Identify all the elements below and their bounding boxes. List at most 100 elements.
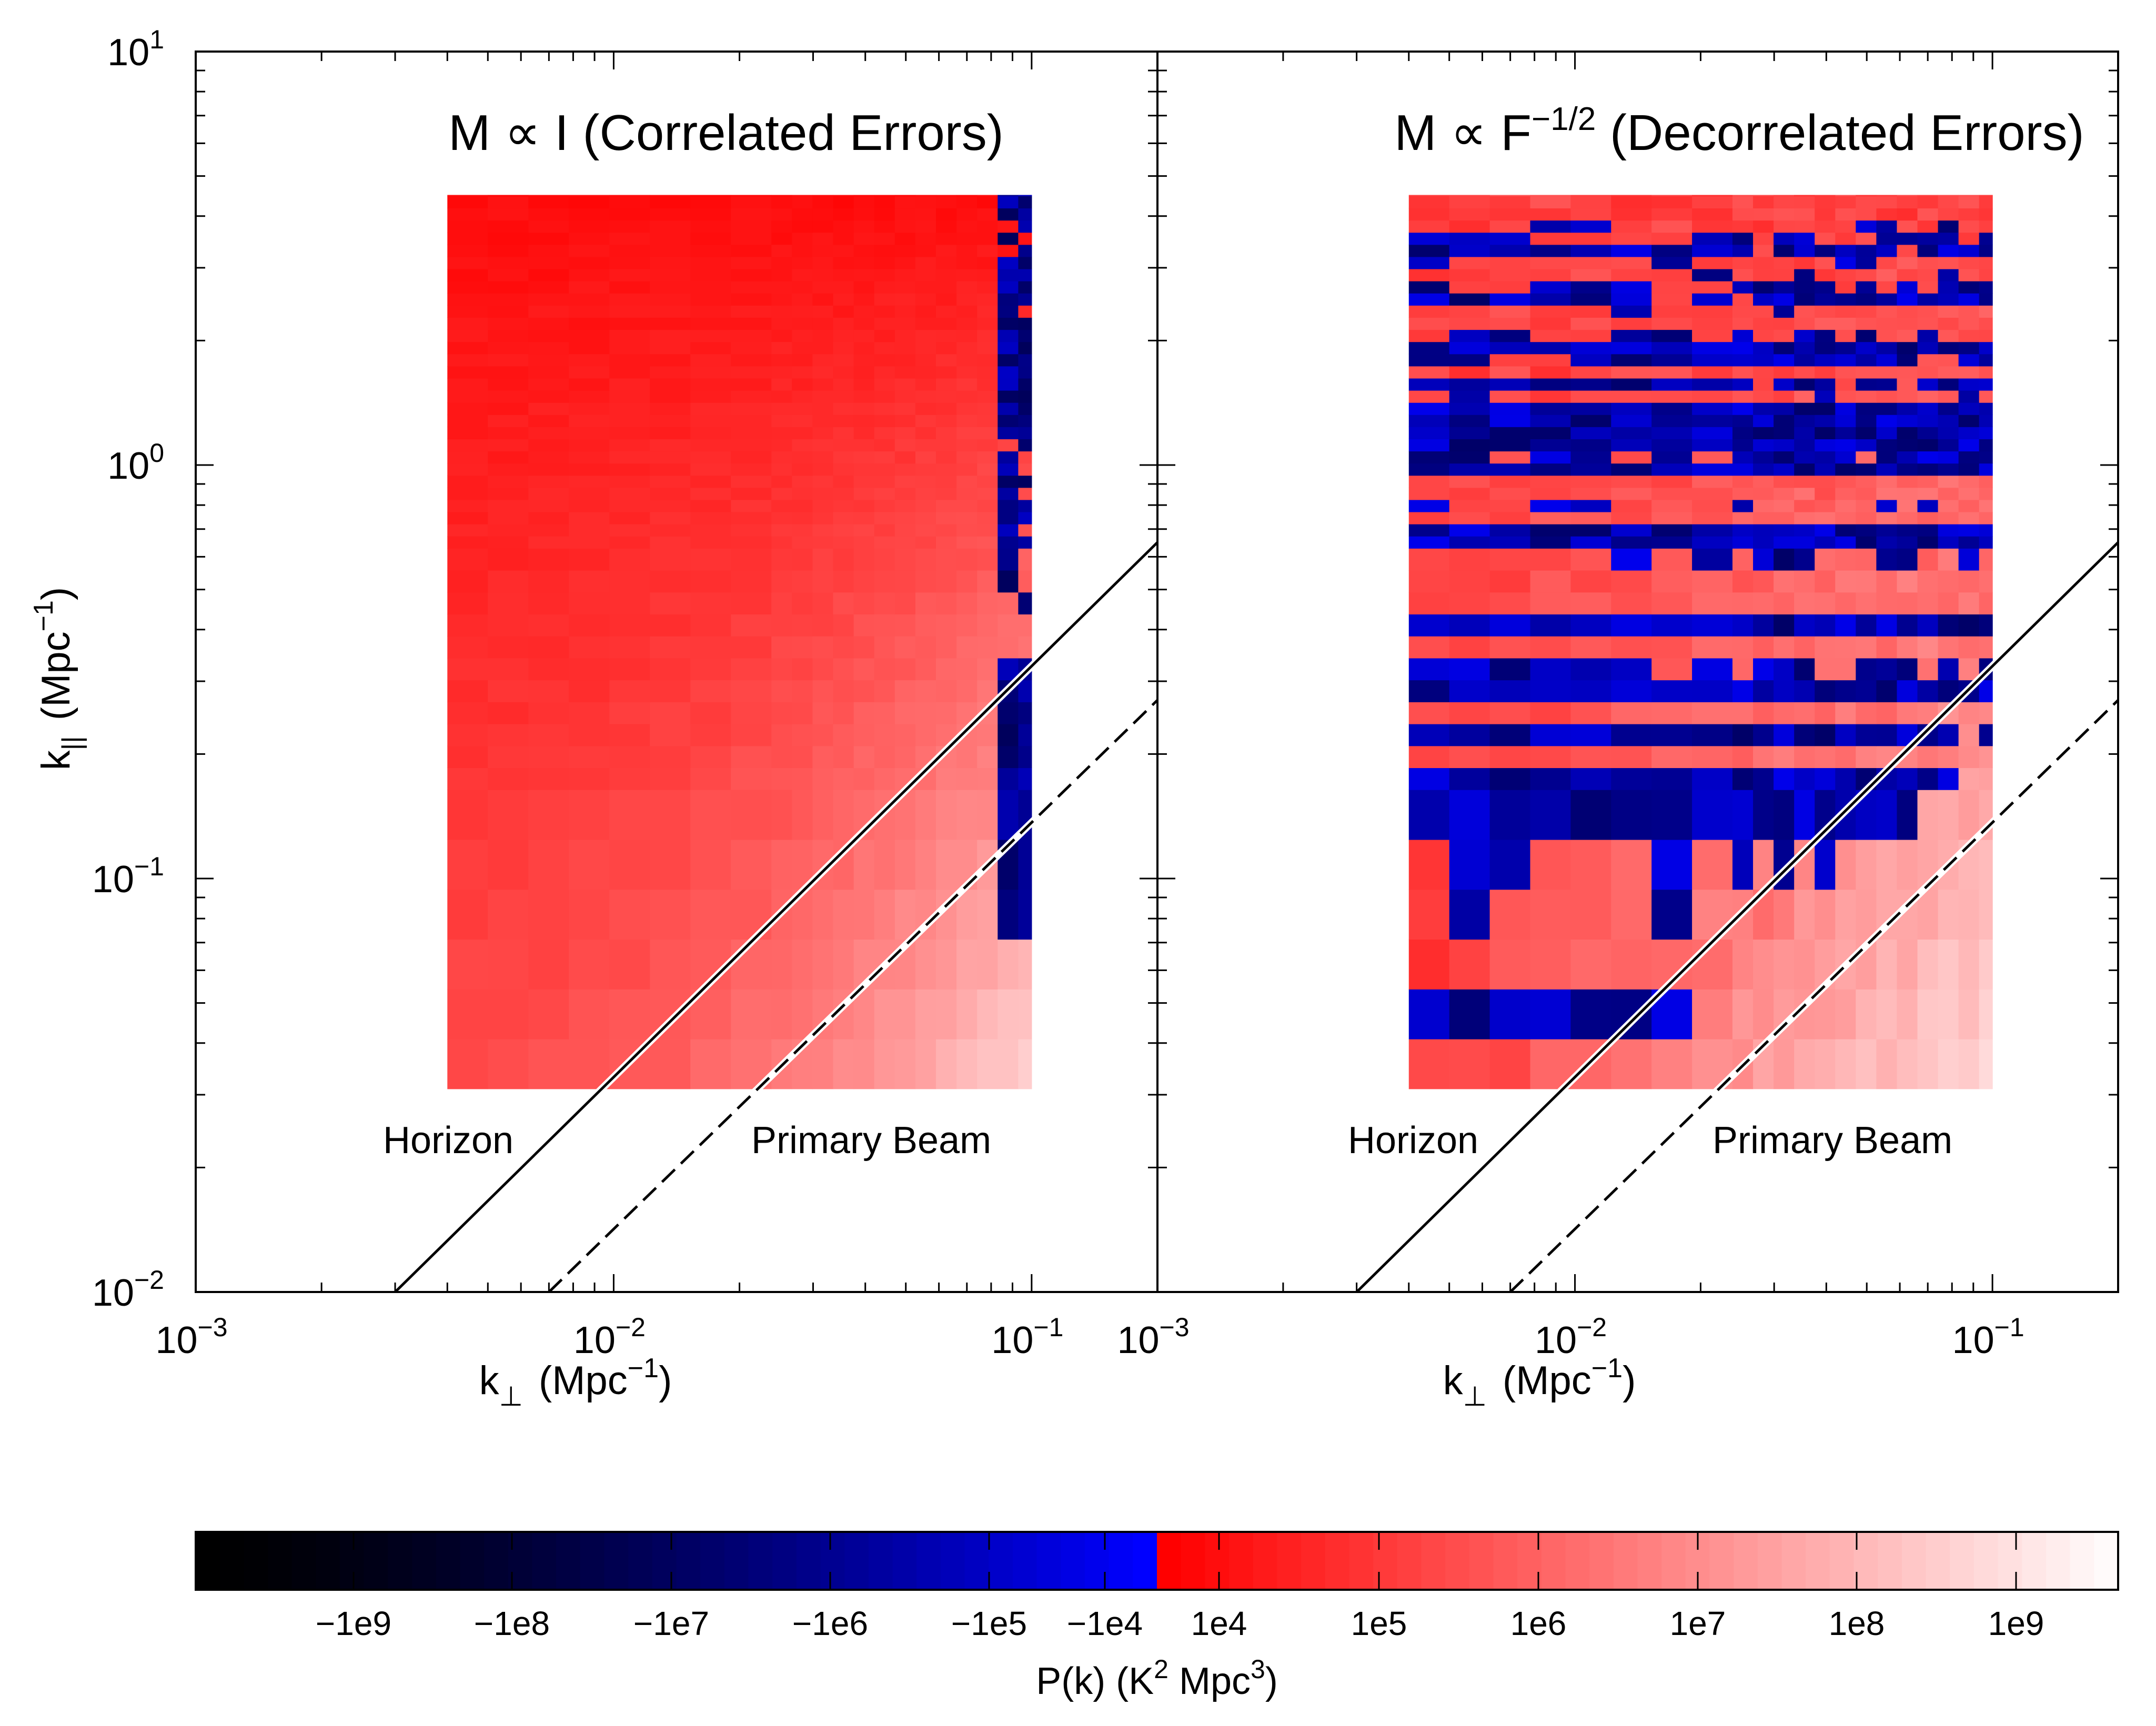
colorbar-segment [1878, 1532, 1902, 1590]
heatmap-cell [1570, 451, 1611, 464]
heatmap-cell [1876, 256, 1898, 269]
heatmap-cell [977, 939, 998, 990]
heatmap-cell [1938, 402, 1959, 415]
heatmap-cell [1692, 702, 1733, 724]
heatmap-cell [528, 680, 569, 702]
heatmap-cell [1815, 702, 1836, 724]
heatmap-cell [1570, 636, 1611, 659]
heatmap-cell [1774, 463, 1795, 476]
heatmap-cell [1815, 305, 1836, 318]
heatmap-cell [977, 354, 998, 367]
heatmap-cell [1958, 475, 1980, 488]
heatmap-cell [1570, 614, 1611, 637]
heatmap-cell [792, 256, 813, 269]
heatmap-cell [956, 415, 978, 427]
heatmap-cell [1979, 415, 1993, 427]
heatmap-cell [1835, 354, 1856, 367]
heatmap-cell [1732, 511, 1754, 524]
heatmap-cell [447, 548, 488, 571]
heatmap-cell [650, 511, 691, 524]
heatmap-cell [447, 451, 488, 464]
heatmap-cell [1897, 354, 1918, 367]
heatmap-cell [833, 439, 854, 452]
heatmap-cell [528, 390, 569, 403]
heatmap-cell [1489, 614, 1531, 637]
heatmap-cell [1408, 281, 1450, 294]
heatmap-cell [853, 329, 875, 342]
heatmap-cell [998, 329, 1019, 342]
heatmap-cell [1530, 341, 1571, 355]
heatmap-cell [1611, 536, 1652, 549]
heatmap-cell [1651, 636, 1692, 659]
heatmap-cell [1917, 402, 1939, 415]
heatmap-cell [1018, 244, 1032, 257]
right-plot-frame [1156, 51, 2119, 1293]
heatmap-cell [915, 305, 936, 318]
heatmap-cell [935, 658, 957, 681]
heatmap-cell [650, 499, 691, 512]
heatmap-cell [1897, 220, 1918, 233]
heatmap-cell [690, 548, 731, 571]
heatmap-cell [1979, 475, 1993, 488]
heatmap-cell [1815, 293, 1836, 306]
right-panel: M ∝ F−1/2 (Decorrelated Errors) Horizon … [1156, 51, 2119, 1293]
heatmap-cell [609, 427, 650, 439]
heatmap-cell [447, 745, 488, 769]
heatmap-cell [731, 839, 772, 890]
heatmap-cell [488, 487, 529, 500]
heatmap-cell [812, 244, 834, 257]
heatmap-cell [833, 889, 854, 940]
heatmap-cell [1570, 889, 1611, 940]
heatmap-cell [1835, 1039, 1856, 1089]
heatmap-cell [1938, 636, 1959, 659]
heatmap-cell [1732, 768, 1754, 790]
heatmap-cell [1958, 745, 1980, 769]
heatmap-cell [792, 281, 813, 294]
heatmap-cell [1835, 570, 1856, 593]
heatmap-cell [1692, 341, 1733, 355]
heatmap-cell [1611, 889, 1652, 940]
heatmap-cell [894, 208, 916, 221]
heatmap-cell [1570, 511, 1611, 524]
heatmap-cell [731, 939, 772, 990]
heatmap-cell [1856, 256, 1877, 269]
heatmap-cell [569, 281, 610, 294]
heatmap-cell [1408, 989, 1450, 1039]
heatmap-cell [915, 939, 936, 990]
heatmap-cell [915, 269, 936, 281]
heatmap-cell [1449, 1039, 1490, 1089]
heatmap-cell [1856, 989, 1877, 1039]
heatmap-cell [1530, 451, 1571, 464]
heatmap-cell [488, 208, 529, 221]
colorbar-tick-label: 1e8 [1829, 1604, 1885, 1642]
heatmap-cell [1897, 702, 1918, 724]
heatmap-cell [1692, 524, 1733, 537]
heatmap-cell [609, 244, 650, 257]
heatmap-cell [894, 989, 916, 1039]
heatmap-cell [1815, 548, 1836, 571]
colorbar-segment [820, 1532, 845, 1590]
heatmap-cell [488, 402, 529, 415]
colorbar-segment [652, 1532, 677, 1590]
heatmap-cell [812, 366, 834, 379]
heatmap-cell [1958, 536, 1980, 549]
heatmap-cell [853, 341, 875, 355]
heatmap-cell [1651, 592, 1692, 615]
heatmap-cell [1449, 269, 1490, 281]
heatmap-cell [1876, 354, 1898, 367]
heatmap-cell [1449, 293, 1490, 306]
heatmap-cell [853, 570, 875, 593]
heatmap-cell [569, 1039, 610, 1089]
heatmap-cell [935, 570, 957, 593]
heatmap-cell [1449, 536, 1490, 549]
heatmap-cell [771, 427, 792, 439]
heatmap-cell [1835, 232, 1856, 245]
heatmap-cell [1774, 524, 1795, 537]
heatmap-cell [771, 614, 792, 637]
x-tick-label: 10−3 [155, 1313, 227, 1361]
heatmap-cell [1856, 592, 1877, 615]
heatmap-cell [1611, 745, 1652, 769]
heatmap-cell [1979, 208, 1993, 221]
heatmap-cell [1815, 475, 1836, 488]
heatmap-cell [488, 195, 529, 197]
